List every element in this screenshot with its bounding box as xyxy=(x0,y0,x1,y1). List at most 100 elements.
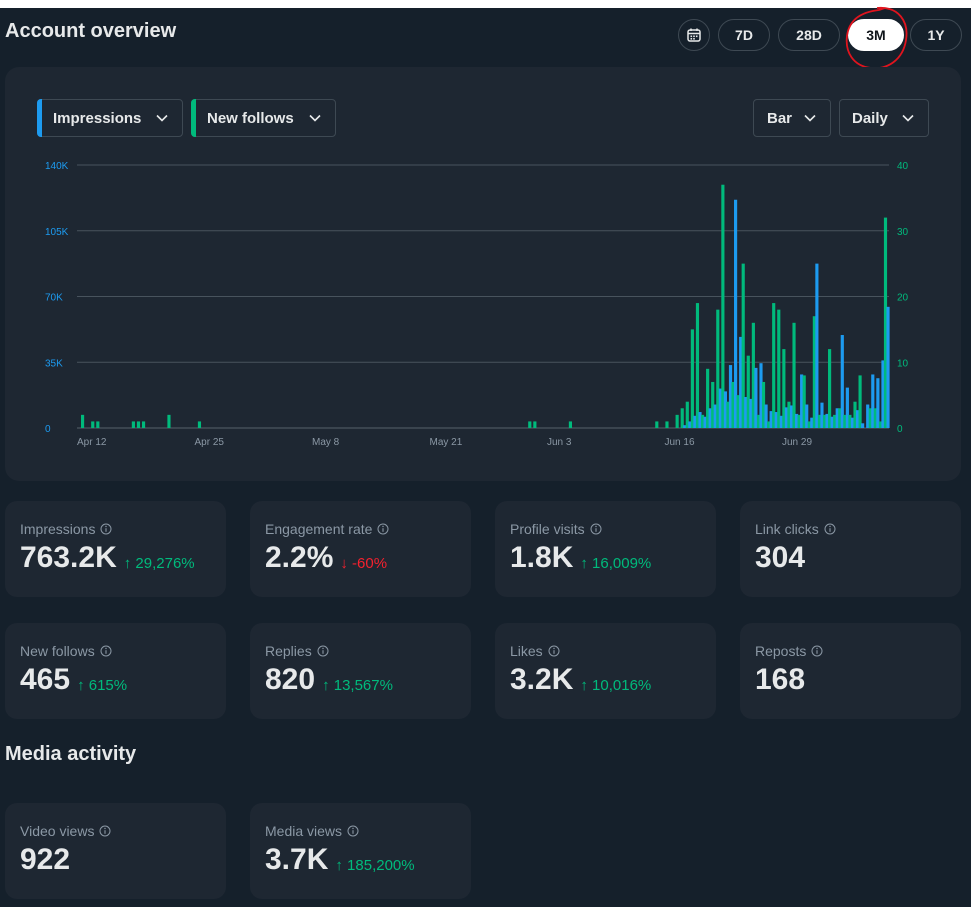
stat-value: 1.8K xyxy=(510,541,574,574)
impressions-bar xyxy=(855,410,860,428)
date-picker-button[interactable] xyxy=(678,19,710,51)
stat-label: Media views xyxy=(265,823,359,839)
media-activity-title: Media activity xyxy=(5,743,137,765)
stat-label-text: Video views xyxy=(20,823,95,839)
metric-1-dropdown[interactable]: Impressions xyxy=(37,99,183,137)
chart-type-dropdown[interactable]: Bar xyxy=(753,99,831,137)
new-follows-bar xyxy=(96,421,100,428)
stat-label: Replies xyxy=(265,643,329,659)
new-follows-bar xyxy=(131,421,135,428)
new-follows-bar xyxy=(802,375,806,428)
metric-2-dropdown[interactable]: New follows xyxy=(191,99,336,137)
granularity-dropdown[interactable]: Daily xyxy=(839,99,929,137)
new-follows-bar xyxy=(675,414,679,428)
new-follows-bar xyxy=(868,408,872,428)
impressions-bar xyxy=(759,363,763,428)
new-follows-bar xyxy=(858,375,862,428)
stat-change: ↑ 615% xyxy=(77,677,128,694)
impressions-bar xyxy=(723,391,727,428)
stat-change: ↓ -60% xyxy=(340,555,388,572)
stat-value: 2.2% xyxy=(265,541,334,574)
stat-label-text: Link clicks xyxy=(755,521,819,537)
x-tick-label: May 21 xyxy=(430,437,463,448)
info-icon[interactable] xyxy=(377,523,389,535)
stat-card[interactable]: Impressions 763.2K ↑ 29,276% xyxy=(5,501,226,597)
y-left-tick-label: 105K xyxy=(45,227,69,238)
impressions-bar xyxy=(713,404,717,428)
stat-card[interactable]: Likes 3.2K ↑ 10,016% xyxy=(495,623,716,719)
metric-1-color-bar xyxy=(37,99,42,137)
stat-card[interactable]: Link clicks 304 xyxy=(740,501,961,597)
stat-card[interactable]: Reposts 168 xyxy=(740,623,961,719)
info-icon[interactable] xyxy=(100,645,112,657)
x-tick-label: Jun 3 xyxy=(547,437,572,448)
stat-card[interactable]: Profile visits 1.8K ↑ 16,009% xyxy=(495,501,716,597)
impressions-bar xyxy=(845,387,849,428)
impressions-bar xyxy=(820,402,824,428)
impressions-bar xyxy=(825,413,829,428)
new-follows-bar xyxy=(685,401,689,428)
info-icon[interactable] xyxy=(824,523,836,535)
info-icon[interactable] xyxy=(100,523,112,535)
impressions-bar xyxy=(835,408,839,428)
impressions-bar xyxy=(881,360,885,428)
new-follows-bar xyxy=(680,408,684,428)
new-follows-bar xyxy=(136,421,141,428)
impressions-bar xyxy=(718,388,722,428)
stat-value: 168 xyxy=(755,663,806,696)
stat-value: 465 xyxy=(20,663,71,696)
impressions-bar xyxy=(861,423,865,428)
info-icon[interactable] xyxy=(317,645,329,657)
stat-label-text: Impressions xyxy=(20,521,96,537)
stat-label: Reposts xyxy=(755,643,823,659)
new-follows-bar xyxy=(568,421,572,428)
stat-label-text: Profile visits xyxy=(510,521,585,537)
new-follows-bar xyxy=(731,381,735,428)
impressions-bar xyxy=(739,336,743,428)
metric-2-label: New follows xyxy=(207,109,294,127)
stat-label-text: Engagement rate xyxy=(265,521,373,537)
new-follows-bar xyxy=(843,414,847,428)
new-follows-bar xyxy=(767,421,771,428)
stat-value: 3.7K xyxy=(265,843,329,876)
x-tick-label: Jun 16 xyxy=(665,437,695,448)
impressions-bar xyxy=(830,416,834,428)
impressions-bar xyxy=(779,415,783,428)
info-icon[interactable] xyxy=(548,645,560,657)
range-1y-button[interactable]: 1Y xyxy=(910,19,962,51)
y-right-tick-label: 30 xyxy=(897,227,909,238)
new-follows-bar xyxy=(167,414,171,428)
impressions-bar xyxy=(794,413,799,428)
impressions-bar xyxy=(744,397,748,428)
new-follows-bar xyxy=(792,322,796,428)
stat-value: 820 xyxy=(265,663,316,696)
x-tick-label: Apr 12 xyxy=(77,437,107,448)
stat-card[interactable]: Video views 922 xyxy=(5,803,226,899)
stat-card[interactable]: Replies 820 ↑ 13,567% xyxy=(250,623,471,719)
range-7d-button[interactable]: 7D xyxy=(718,19,770,51)
stat-card[interactable]: Media views 3.7K ↑ 185,200% xyxy=(250,803,471,899)
range-3m-button[interactable]: 3M xyxy=(848,19,904,51)
stat-label: Engagement rate xyxy=(265,521,389,537)
stat-label: Link clicks xyxy=(755,521,836,537)
new-follows-bar xyxy=(807,421,811,428)
new-follows-bar xyxy=(741,263,745,428)
chevron-down-icon xyxy=(804,114,816,122)
new-follows-bar xyxy=(797,414,801,428)
info-icon[interactable] xyxy=(590,523,602,535)
stat-card[interactable]: Engagement rate 2.2% ↓ -60% xyxy=(250,501,471,597)
info-icon[interactable] xyxy=(347,825,359,837)
new-follows-bar xyxy=(782,349,786,428)
stat-label: Likes xyxy=(510,643,560,659)
range-28d-button[interactable]: 28D xyxy=(778,19,840,51)
impressions-bar xyxy=(774,412,778,428)
info-icon[interactable] xyxy=(811,645,823,657)
new-follows-bar xyxy=(141,421,146,428)
new-follows-bar xyxy=(665,421,669,428)
impressions-bar xyxy=(789,405,794,428)
info-icon[interactable] xyxy=(99,825,111,837)
stat-card[interactable]: New follows 465 ↑ 615% xyxy=(5,623,226,719)
new-follows-bar xyxy=(777,309,781,428)
impressions-bar xyxy=(693,415,697,428)
impressions-bar xyxy=(850,417,855,428)
